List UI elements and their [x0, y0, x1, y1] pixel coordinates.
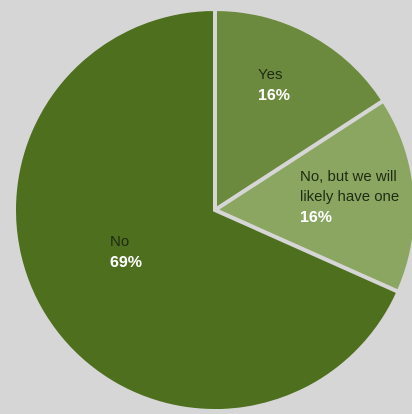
slice-label-text: likely have one: [300, 188, 399, 205]
slice-percent-label: 16%: [258, 87, 290, 104]
slice-label-text: No: [110, 233, 129, 250]
pie-slice-no-but-will-likely: [210, 97, 412, 295]
slice-percent-label: 69%: [110, 254, 142, 271]
slice-label-no: No 69%: [110, 233, 142, 271]
slice-percent-label: 16%: [300, 209, 332, 226]
slice-label-text: Yes: [258, 66, 282, 83]
pie-slice-yes: [213, 6, 387, 214]
slice-label-text: No, but we will: [300, 168, 397, 185]
slice-label-no-but-will-likely: No, but we will likely have one 16%: [300, 168, 399, 226]
pie-slice-no: [12, 6, 402, 413]
slice-label-yes: Yes 16%: [258, 66, 290, 104]
